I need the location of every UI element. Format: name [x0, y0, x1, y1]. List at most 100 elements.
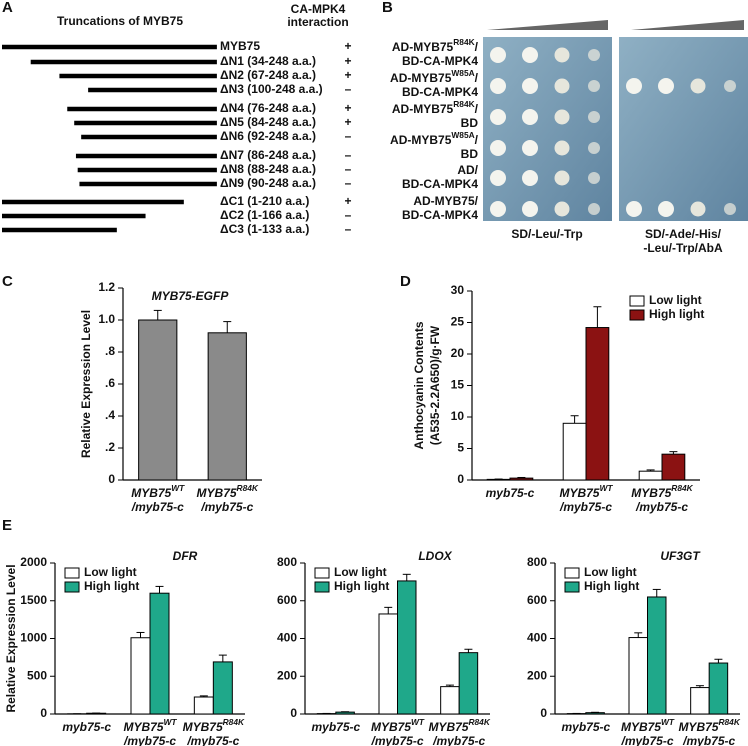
x-tick-label: /myb75-c — [635, 500, 688, 514]
y-tick-label: 1.2 — [98, 280, 115, 294]
column-header: interaction — [287, 15, 348, 29]
text-segment: /myb75-c — [635, 500, 688, 514]
interaction-result: + — [344, 68, 351, 82]
bar — [440, 686, 460, 715]
interaction-result: – — [345, 129, 352, 143]
x-tick-label: /myb75-c — [123, 734, 176, 746]
bar — [647, 596, 667, 715]
x-tick-label: MYB75WT — [131, 483, 185, 500]
colony — [522, 47, 538, 63]
y-tick-label: 200 — [527, 668, 547, 682]
error-bar — [155, 585, 164, 594]
text-segment: MYB75 — [428, 720, 468, 734]
truncation-label: ΔC3 (1-133 a.a.) — [220, 222, 309, 236]
text-segment: WT — [171, 483, 185, 493]
text-segment: MYB75 — [183, 720, 223, 734]
x-tick-label: MYB75R84K — [197, 483, 259, 500]
strain-label: BD-CA-MPK4 — [402, 85, 478, 99]
truncation-label: ΔN4 (76-248 a.a.) — [220, 101, 316, 115]
panel-label: C — [2, 273, 13, 290]
y-tick-label: 0 — [40, 706, 47, 720]
legend-label: High light — [584, 579, 639, 593]
y-tick-label: 600 — [527, 593, 547, 607]
interaction-result: – — [345, 208, 352, 222]
text-segment: R84K — [223, 717, 245, 727]
x-tick-label: MYB75R84K — [678, 717, 740, 734]
dilution-triangle — [631, 20, 744, 30]
y-tick-label: 0 — [108, 472, 115, 486]
error-bar — [199, 695, 208, 698]
x-tick-label: myb75-c — [561, 720, 610, 734]
error-bar — [153, 309, 162, 320]
colony — [522, 140, 538, 156]
y-tick-label: 2000 — [20, 555, 47, 569]
legend-swatch — [314, 581, 330, 593]
text-segment: /myb75-c — [131, 500, 184, 514]
colony — [626, 78, 642, 94]
error-bar — [384, 606, 393, 614]
y-tick-label: 5 — [457, 441, 464, 455]
text-segment: BD — [461, 147, 479, 161]
text-segment: AD-MYB75/ — [413, 194, 478, 208]
bar — [193, 696, 214, 715]
x-tick-label: /myb75-c — [432, 734, 485, 746]
strain-label: AD-MYB75W85A/ — [390, 68, 479, 85]
colony — [522, 109, 538, 125]
colony — [554, 201, 570, 217]
y-tick-label: 1500 — [20, 593, 47, 607]
text-segment: R84K — [453, 37, 474, 47]
interaction-result: + — [344, 115, 351, 129]
plate — [619, 37, 748, 221]
y-tick-label: .2 — [105, 440, 115, 454]
error-bar — [695, 685, 704, 688]
bar — [458, 652, 479, 715]
colony — [490, 78, 506, 94]
strain-label: BD-CA-MPK4 — [402, 177, 478, 191]
y-tick-label: 500 — [27, 668, 47, 682]
text-segment: MYB75 — [621, 720, 661, 734]
y-tick-label: 800 — [527, 555, 547, 569]
strain-label: AD-MYB75/ — [413, 194, 478, 208]
y-tick-label: 0 — [540, 706, 547, 720]
text-segment: / — [475, 133, 479, 147]
y-tick-label: 400 — [527, 631, 547, 645]
colony — [626, 201, 642, 217]
bar — [708, 662, 729, 715]
text-segment: / — [475, 71, 479, 85]
text-segment: /myb75-c — [186, 734, 239, 746]
x-tick-label: MYB75R84K — [631, 483, 693, 500]
panel-label: A — [2, 0, 13, 16]
dilution-triangle — [487, 20, 608, 30]
error-bar — [634, 632, 643, 638]
error-bar — [593, 306, 602, 328]
bar — [585, 712, 605, 715]
error-bar — [646, 469, 655, 472]
strain-label: AD/ — [457, 163, 478, 177]
text-segment: MYB75 — [123, 720, 163, 734]
x-tick-label: myb75-c — [311, 720, 360, 734]
legend-swatch — [64, 581, 80, 593]
colony — [588, 111, 600, 123]
strain-label: AD-MYB75W85A/ — [390, 130, 479, 147]
x-tick-label: /myb75-c — [370, 734, 423, 746]
truncation-label: ΔN7 (86-248 a.a.) — [220, 148, 316, 162]
text-segment: R84K — [453, 99, 474, 109]
text-segment: WT — [163, 717, 177, 727]
x-tick-label: MYB75R84K — [428, 717, 490, 734]
text-segment: BD-CA-MPK4 — [402, 54, 478, 68]
error-bar — [570, 415, 579, 424]
bar — [335, 711, 355, 715]
bar — [378, 613, 398, 715]
bar — [397, 580, 417, 715]
truncation-label: ΔC1 (1-210 a.a.) — [220, 194, 309, 208]
text-segment: MYB75 — [371, 720, 411, 734]
bar — [638, 470, 663, 481]
y-tick-label: 20 — [451, 346, 465, 360]
y-tick-label: 200 — [277, 668, 297, 682]
legend-label: High light — [84, 579, 139, 593]
error-bar — [652, 588, 661, 597]
colony — [690, 78, 706, 94]
colony — [658, 78, 674, 94]
bar — [149, 592, 170, 715]
text-segment: /myb75-c — [370, 734, 423, 746]
